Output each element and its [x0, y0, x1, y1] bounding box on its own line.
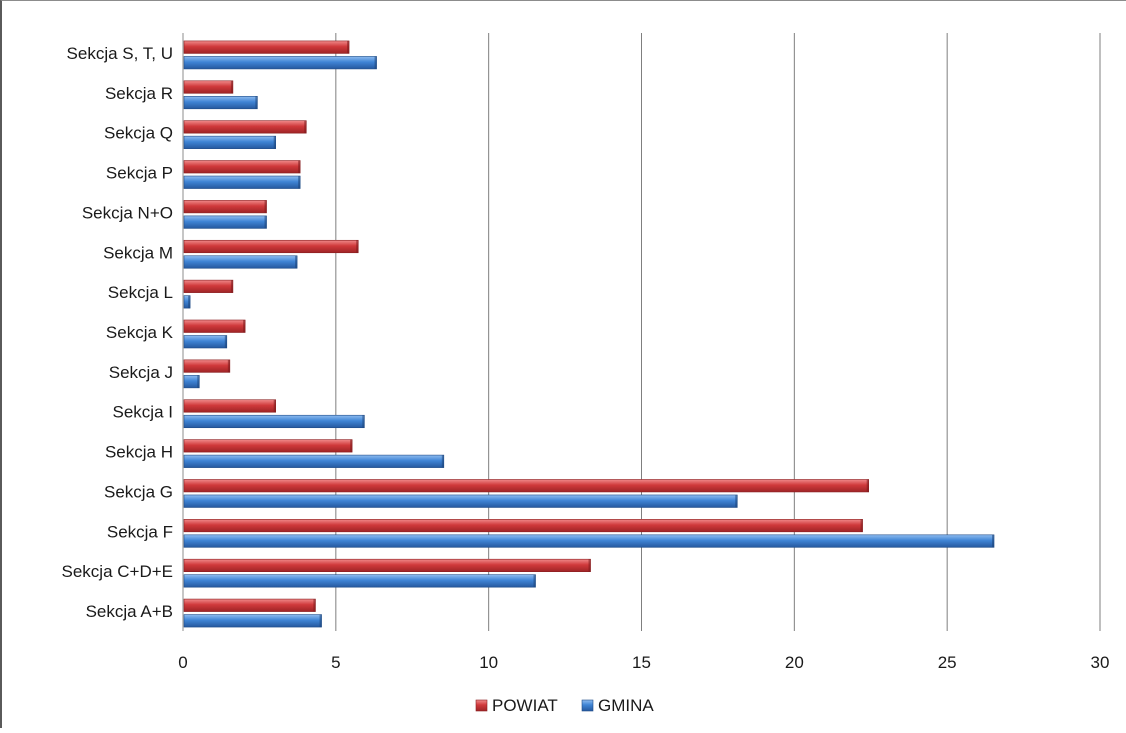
bar-powiat-14 [183, 40, 350, 54]
category-label-12: Sekcja Q [104, 124, 173, 143]
x-tick-label-30: 30 [1091, 653, 1110, 672]
category-label-4: Sekcja H [105, 443, 173, 462]
x-tick-label-15: 15 [632, 653, 651, 672]
legend-label-powiat: POWIAT [492, 696, 558, 715]
category-label-0: Sekcja A+B [86, 602, 173, 621]
bar-cap-gmina-5 [362, 415, 365, 428]
category-label-10: Sekcja N+O [82, 203, 173, 222]
category-label-6: Sekcja J [109, 363, 173, 382]
bar-cap-powiat-6 [227, 359, 230, 373]
bar-gmina-11 [183, 175, 301, 189]
bar-cap-gmina-0 [319, 614, 322, 628]
category-labels: Sekcja A+B Sekcja C+D+E Sekcja F Sekcja G Se… [62, 44, 174, 621]
bar-cap-powiat-9 [356, 240, 359, 253]
bar-gmina-1 [183, 574, 536, 588]
category-label-8: Sekcja L [108, 283, 173, 302]
bar-gmina-7 [183, 335, 228, 349]
bar-cap-powiat-13 [230, 80, 233, 94]
bar-cap-gmina-2 [992, 534, 995, 548]
bar-powiat-13 [183, 80, 234, 94]
category-label-11: Sekcja P [106, 164, 173, 183]
legend-label-gmina: GMINA [598, 696, 654, 715]
bar-cap-gmina-13 [255, 96, 258, 109]
x-tick-label-25: 25 [938, 653, 957, 672]
bar-powiat-1 [183, 558, 591, 573]
bar-gmina-5 [183, 414, 365, 429]
bar-powiat-8 [183, 279, 234, 293]
bar-cap-gmina-3 [735, 494, 738, 508]
bar-cap-powiat-14 [347, 40, 350, 54]
x-tick-label-5: 5 [331, 653, 340, 672]
category-label-1: Sekcja C+D+E [62, 562, 174, 581]
bar-cap-gmina-9 [295, 255, 298, 269]
bar-powiat-4 [183, 439, 353, 453]
bar-gmina-6 [183, 375, 200, 389]
bar-cap-powiat-12 [304, 120, 307, 134]
bar-cap-gmina-8 [188, 295, 191, 309]
category-label-3: Sekcja G [104, 482, 173, 501]
bar-powiat-0 [183, 598, 316, 612]
bar-cap-powiat-8 [230, 280, 233, 293]
bar-gmina-3 [183, 494, 738, 508]
bar-gmina-13 [183, 96, 258, 110]
category-label-7: Sekcja K [106, 323, 174, 342]
bar-cap-gmina-14 [374, 56, 377, 69]
bar-powiat-2 [183, 519, 863, 533]
bar-cap-gmina-11 [298, 176, 301, 189]
bar-powiat-7 [183, 319, 246, 333]
bar-cap-gmina-12 [273, 136, 276, 149]
category-label-13: Sekcja R [105, 84, 173, 103]
bar-cap-gmina-7 [224, 335, 227, 348]
bar-powiat-11 [183, 160, 301, 174]
x-tick-label-20: 20 [785, 653, 804, 672]
category-label-14: Sekcja S, T, U [67, 44, 173, 63]
bar-gmina-4 [183, 454, 445, 468]
bar-gmina-12 [183, 135, 276, 149]
bar-cap-gmina-10 [264, 215, 267, 229]
bar-powiat-12 [183, 120, 307, 134]
bar-cap-powiat-0 [313, 599, 316, 612]
category-label-9: Sekcja M [103, 243, 173, 262]
bar-powiat-9 [183, 239, 359, 254]
bar-cap-gmina-4 [441, 455, 444, 468]
bar-cap-powiat-2 [860, 519, 863, 532]
bar-powiat-10 [183, 200, 267, 214]
bar-cap-powiat-10 [264, 200, 267, 213]
bar-gmina-9 [183, 255, 298, 269]
x-tick-label-10: 10 [479, 653, 498, 672]
bar-cap-powiat-4 [350, 439, 353, 453]
bar-cap-gmina-6 [197, 375, 200, 388]
bar-gmina-0 [183, 614, 322, 628]
category-label-2: Sekcja F [107, 522, 173, 541]
bar-cap-powiat-5 [273, 399, 276, 413]
x-tick-label-0: 0 [178, 653, 187, 672]
bars [183, 40, 995, 628]
bar-cap-powiat-1 [588, 559, 591, 572]
bar-cap-powiat-3 [866, 479, 869, 492]
bar-cap-powiat-11 [298, 160, 301, 174]
x-tick-labels: 0 5 10 15 20 25 30 [178, 653, 1109, 672]
legend: POWIAT GMINA [475, 696, 654, 715]
bar-gmina-14 [183, 56, 377, 70]
bar-powiat-5 [183, 399, 276, 413]
legend-swatch-powiat [475, 699, 488, 712]
bar-cap-powiat-7 [243, 320, 246, 333]
bar-powiat-3 [183, 479, 869, 493]
bar-gmina-10 [183, 215, 267, 229]
bar-gmina-2 [183, 534, 995, 548]
category-label-5: Sekcja I [113, 403, 173, 422]
bar-cap-gmina-1 [533, 574, 536, 588]
legend-swatch-gmina [581, 699, 594, 712]
bar-powiat-6 [183, 359, 231, 373]
